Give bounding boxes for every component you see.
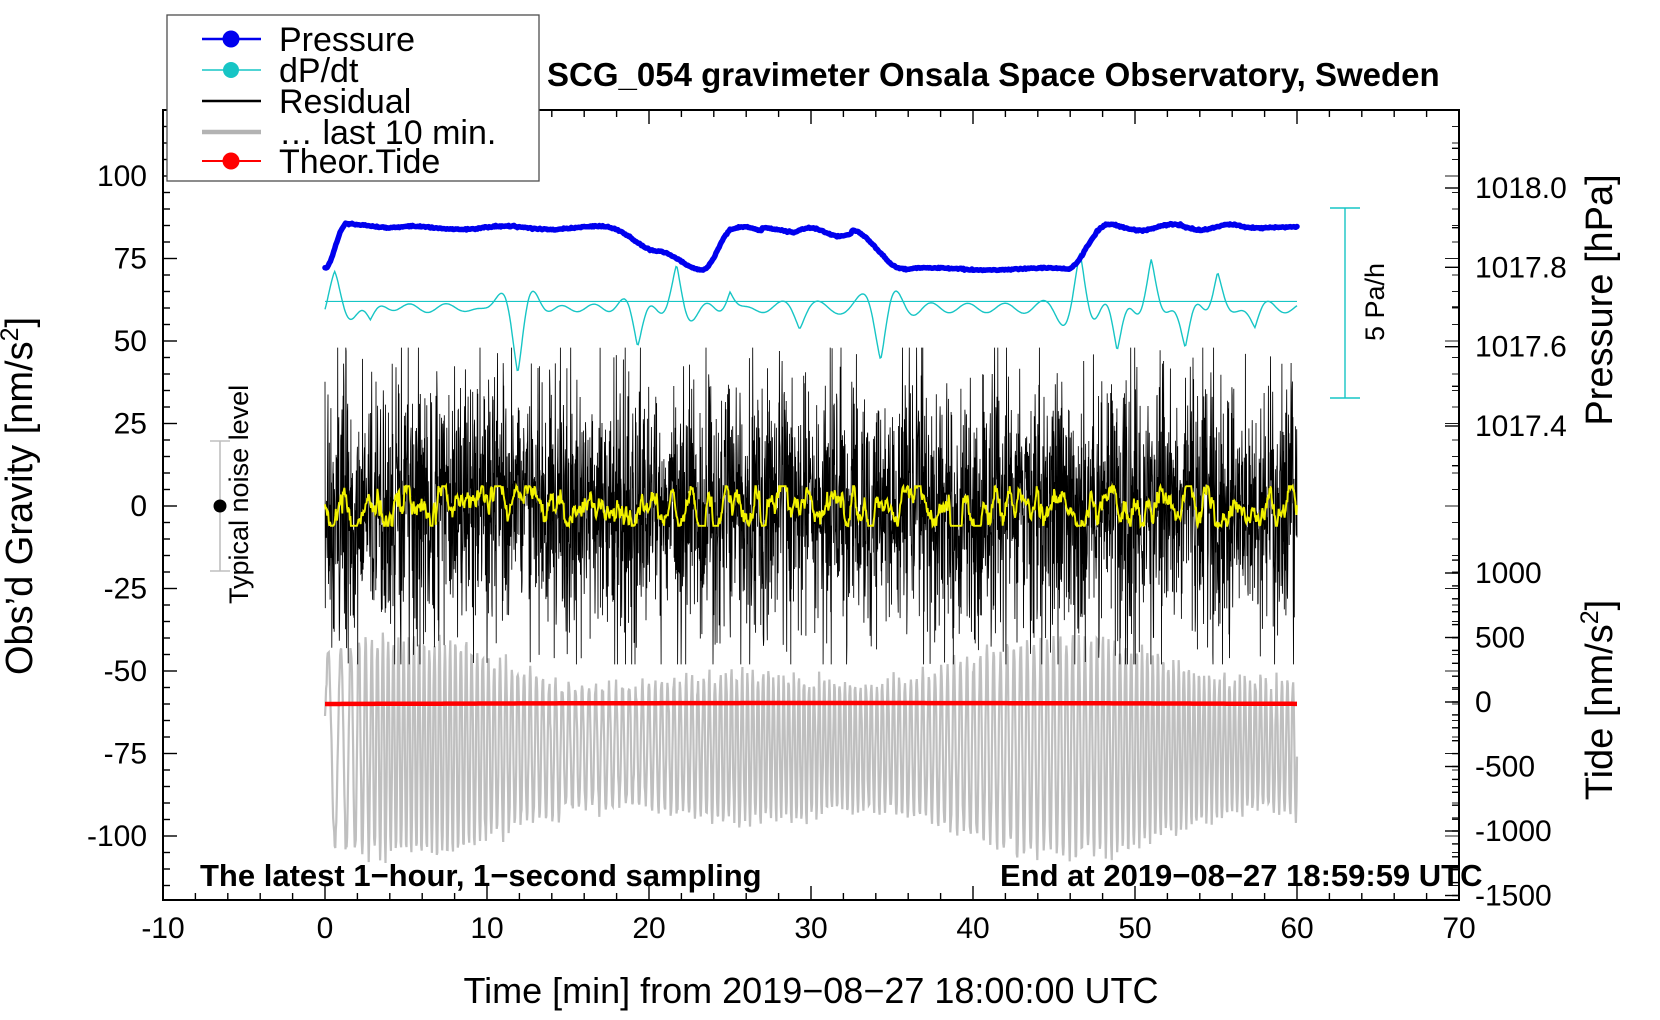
svg-text:-100: -100	[87, 820, 147, 853]
svg-text:The latest 1−hour, 1−second sa: The latest 1−hour, 1−second sampling	[200, 858, 762, 893]
svg-text:-25: -25	[104, 573, 147, 606]
svg-text:70: 70	[1442, 912, 1475, 945]
svg-text:5 Pa/h: 5 Pa/h	[1360, 263, 1390, 341]
svg-text:End at 2019−08−27 18:59:59 UTC: End at 2019−08−27 18:59:59 UTC	[1000, 858, 1483, 893]
svg-text:-50: -50	[104, 655, 147, 688]
svg-text:-1000: -1000	[1475, 815, 1552, 848]
svg-text:75: 75	[114, 243, 147, 276]
svg-text:50: 50	[1118, 912, 1151, 945]
svg-text:Typical noise level: Typical noise level	[224, 385, 254, 604]
svg-text:1017.6: 1017.6	[1475, 331, 1567, 364]
svg-text:1017.4: 1017.4	[1475, 410, 1567, 443]
svg-text:10: 10	[470, 912, 503, 945]
svg-text:0: 0	[317, 912, 334, 945]
svg-text:Theor.Tide: Theor.Tide	[279, 143, 440, 181]
svg-text:Pressure [hPa]: Pressure [hPa]	[1579, 174, 1621, 425]
svg-text:-10: -10	[141, 912, 184, 945]
svg-text:60: 60	[1280, 912, 1313, 945]
svg-text:20: 20	[632, 912, 665, 945]
svg-text:-75: -75	[104, 738, 147, 771]
svg-text:100: 100	[97, 160, 147, 193]
svg-text:40: 40	[956, 912, 989, 945]
svg-text:Obs’d Gravity [nm/s2]: Obs’d Gravity [nm/s2]	[0, 317, 41, 675]
svg-text:0: 0	[1475, 686, 1492, 719]
svg-text:30: 30	[794, 912, 827, 945]
svg-text:0: 0	[130, 490, 147, 523]
svg-text:500: 500	[1475, 622, 1525, 655]
svg-text:Time [min] from 2019−08−27 18:: Time [min] from 2019−08−27 18:00:00 UTC	[463, 970, 1158, 1011]
svg-text:Tide [nm/s2]: Tide [nm/s2]	[1576, 600, 1621, 800]
svg-text:1018.0: 1018.0	[1475, 172, 1567, 205]
svg-text:1000: 1000	[1475, 557, 1542, 590]
svg-text:-500: -500	[1475, 751, 1535, 784]
svg-text:50: 50	[114, 325, 147, 358]
svg-text:-1500: -1500	[1475, 880, 1552, 913]
svg-text:SCG_054 gravimeter Onsala Spac: SCG_054 gravimeter Onsala Space Observat…	[547, 56, 1440, 93]
svg-text:1017.8: 1017.8	[1475, 251, 1567, 284]
svg-text:25: 25	[114, 408, 147, 441]
